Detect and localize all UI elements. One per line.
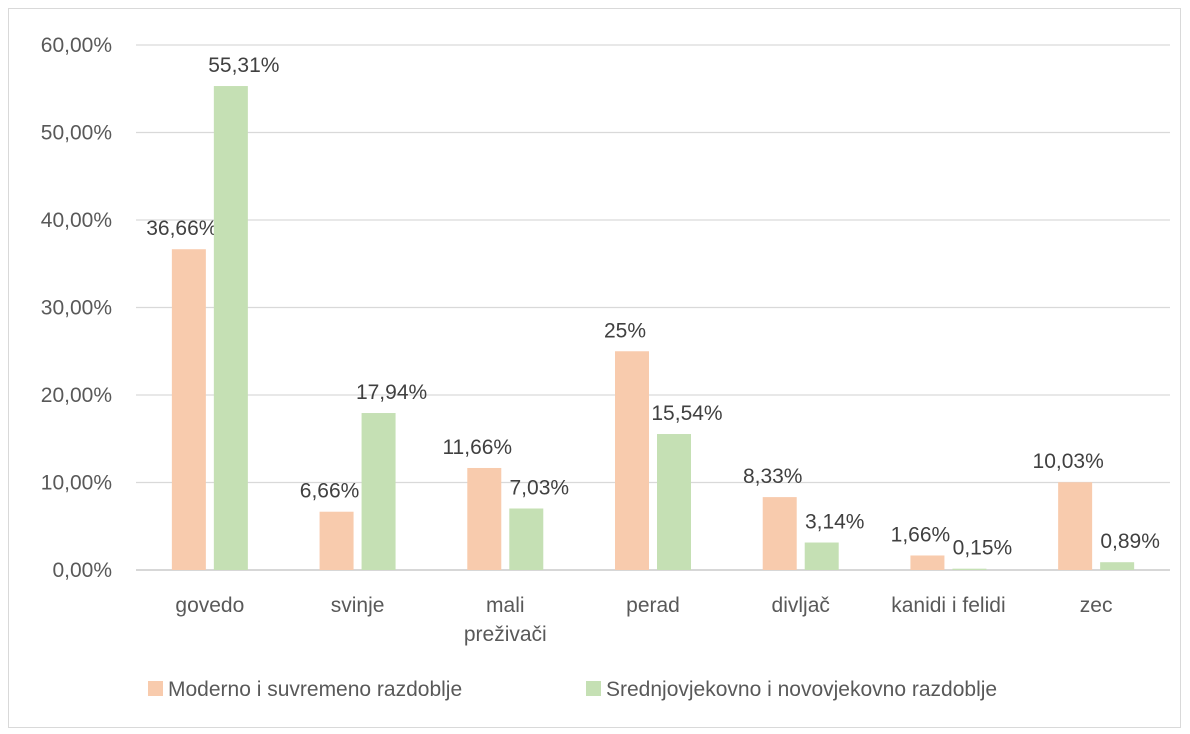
bar-srednjovjekovno: [361, 413, 396, 570]
bar-moderno: [615, 351, 649, 570]
bar-moderno: [467, 467, 502, 570]
data-label: 8,33%: [743, 465, 803, 488]
x-tick-label: zec: [1080, 594, 1113, 617]
data-label: 15,54%: [651, 402, 722, 425]
legend-swatch: [586, 681, 601, 696]
bar-moderno: [1058, 482, 1093, 570]
bar-srednjovjekovno: [213, 86, 248, 570]
x-tick-label: preživači: [464, 623, 547, 646]
data-label: 6,66%: [300, 480, 360, 503]
legend-label: Moderno i suvremeno razdoblje: [168, 678, 462, 701]
data-label: 0,89%: [1100, 530, 1160, 553]
y-tick-label: 60,00%: [41, 34, 112, 57]
bar-srednjovjekovno: [509, 508, 544, 570]
data-label: 36,66%: [146, 217, 217, 240]
bar-srednjovjekovno: [1100, 562, 1135, 570]
y-tick-label: 10,00%: [41, 472, 112, 495]
bar-srednjovjekovno: [657, 434, 691, 570]
data-label: 1,66%: [891, 523, 951, 546]
data-label: 3,14%: [805, 511, 865, 534]
bar-srednjovjekovno: [804, 542, 839, 570]
data-label: 55,31%: [208, 54, 279, 77]
x-tick-label: kanidi i felidi: [891, 594, 1005, 617]
bar-moderno: [910, 555, 945, 570]
x-tick-label: mali: [486, 594, 525, 617]
data-label: 25%: [604, 319, 646, 342]
bar-moderno: [762, 497, 797, 570]
x-tick-label: svinje: [331, 594, 385, 617]
x-tick-label: govedo: [175, 594, 244, 617]
y-tick-label: 50,00%: [41, 122, 112, 145]
y-tick-label: 40,00%: [41, 209, 112, 232]
bar-moderno: [171, 249, 206, 570]
legend-swatch: [148, 681, 163, 696]
data-label: 7,03%: [510, 476, 570, 499]
data-label: 0,15%: [953, 537, 1013, 560]
y-tick-label: 30,00%: [41, 297, 112, 320]
y-tick-label: 0,00%: [52, 559, 112, 582]
data-label: 17,94%: [356, 381, 427, 404]
bar-moderno: [319, 511, 354, 570]
data-label: 10,03%: [1033, 450, 1104, 473]
y-tick-label: 20,00%: [41, 384, 112, 407]
data-label: 11,66%: [442, 436, 512, 459]
bar-srednjovjekovno: [952, 568, 987, 570]
x-tick-label: perad: [626, 594, 680, 617]
x-tick-label: divljač: [772, 594, 830, 617]
legend-label: Srednjovjekovno i novovjekovno razdoblje: [606, 678, 997, 701]
